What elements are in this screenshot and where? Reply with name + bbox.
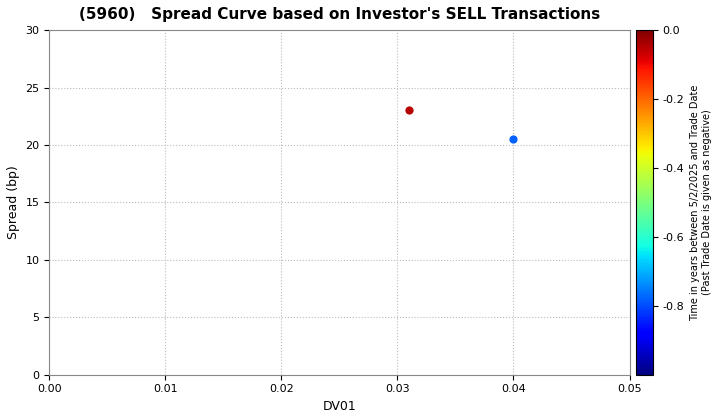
- X-axis label: DV01: DV01: [323, 400, 356, 413]
- Point: [508, 136, 519, 142]
- Title: (5960)   Spread Curve based on Investor's SELL Transactions: (5960) Spread Curve based on Investor's …: [78, 7, 600, 22]
- Y-axis label: Spread (bp): Spread (bp): [7, 165, 20, 239]
- Y-axis label: Time in years between 5/2/2025 and Trade Date
(Past Trade Date is given as negat: Time in years between 5/2/2025 and Trade…: [690, 84, 711, 320]
- Point: [403, 107, 415, 114]
